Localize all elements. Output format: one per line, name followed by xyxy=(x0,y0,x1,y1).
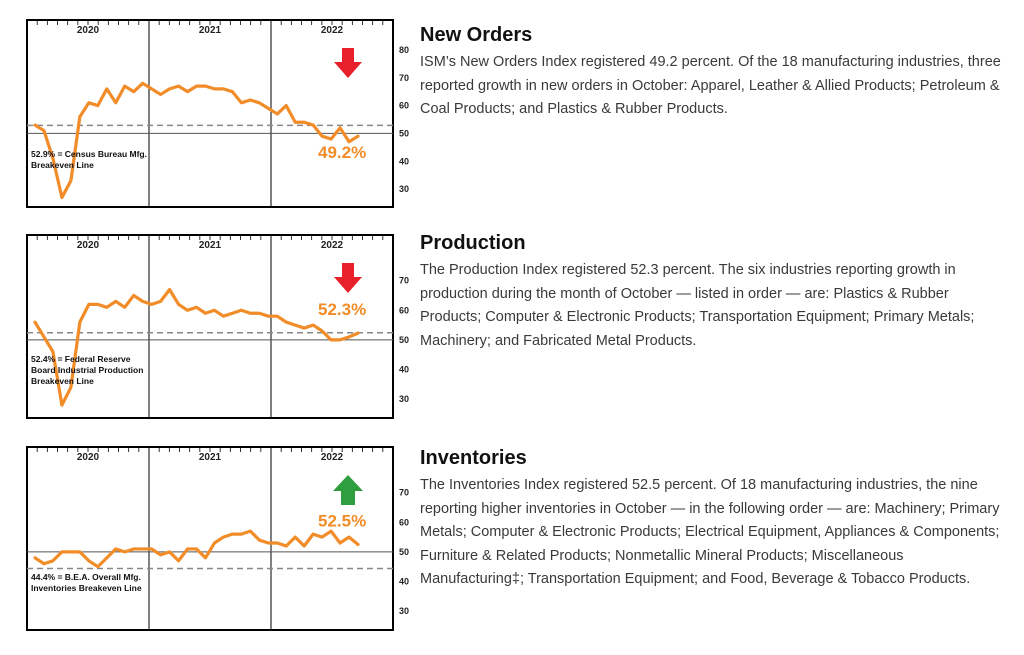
y-tick-label: 40 xyxy=(399,577,409,587)
y-tick-label: 70 xyxy=(399,276,409,286)
breakeven-note: Board Industrial Production xyxy=(31,365,143,375)
year-label: 2022 xyxy=(321,25,344,36)
production-text: Production The Production Index register… xyxy=(420,232,1010,353)
year-label: 2022 xyxy=(321,240,344,251)
y-tick-label: 60 xyxy=(399,101,409,111)
section-body: The Production Index registered 52.3 per… xyxy=(420,262,975,349)
section-body: The Inventories Index registered 52.5 pe… xyxy=(420,477,1000,587)
year-label: 2020 xyxy=(77,452,100,463)
breakeven-note: Breakeven Line xyxy=(31,160,94,170)
y-tick-label: 30 xyxy=(399,394,409,404)
inventories-chart: 2020 2021 2022 70 60 50 40 30 52.5% 44.4% = B.E.A… xyxy=(26,446,409,631)
y-tick-label: 30 xyxy=(399,184,409,194)
value-label: 49.2% xyxy=(318,143,366,162)
panel-production: 2020 2021 2022 70 60 50 40 30 52.3% 52.4% = Feder… xyxy=(0,212,1024,427)
y-tick-label: 50 xyxy=(399,547,409,557)
year-label: 2022 xyxy=(321,452,344,463)
down-arrow-icon xyxy=(334,48,362,78)
breakeven-note: Breakeven Line xyxy=(31,376,94,386)
production-chart: 2020 2021 2022 70 60 50 40 30 52.3% 52.4% = Feder… xyxy=(26,234,409,419)
value-label: 52.5% xyxy=(318,512,366,531)
y-tick-label: 70 xyxy=(399,488,409,498)
y-tick-label: 30 xyxy=(399,606,409,616)
down-arrow-icon xyxy=(334,263,362,293)
y-tick-label: 70 xyxy=(399,73,409,83)
section-body: ISM’s New Orders Index registered 49.2 p… xyxy=(420,54,1001,117)
year-label: 2020 xyxy=(77,240,100,251)
chart-frame xyxy=(26,234,394,419)
year-label: 2021 xyxy=(199,240,222,251)
breakeven-note: 52.4% = Federal Reserve xyxy=(31,354,131,364)
breakeven-note: Inventories Breakeven Line xyxy=(31,583,142,593)
y-tick-label: 40 xyxy=(399,365,409,375)
y-tick-label: 50 xyxy=(399,128,409,138)
year-label: 2020 xyxy=(77,25,100,36)
value-label: 52.3% xyxy=(318,300,366,319)
new-orders-chart: 2020 2021 2022 80 70 60 50 40 30 49.2% 52.9% = Cen… xyxy=(26,19,409,208)
series-line xyxy=(33,81,360,200)
breakeven-note: 44.4% = B.E.A. Overall Mfg. xyxy=(31,572,141,582)
up-arrow-icon xyxy=(333,475,363,505)
y-tick-label: 50 xyxy=(399,335,409,345)
panel-inventories: 2020 2021 2022 70 60 50 40 30 52.5% 44.4% = B.E.A… xyxy=(0,425,1024,640)
year-label: 2021 xyxy=(199,25,222,36)
year-label: 2021 xyxy=(199,452,222,463)
series-line xyxy=(33,287,360,407)
section-heading: Inventories xyxy=(420,447,527,469)
section-heading: Production xyxy=(420,232,526,254)
breakeven-note: 52.9% = Census Bureau Mfg. xyxy=(31,149,147,159)
new-orders-text: New Orders ISM’s New Orders Index regist… xyxy=(420,24,1010,122)
y-tick-label: 60 xyxy=(399,305,409,315)
panel-new-orders: 2020 2021 2022 80 70 60 50 40 30 49.2% 52.9% = Cen… xyxy=(0,0,1024,215)
y-tick-label: 80 xyxy=(399,45,409,55)
y-tick-label: 60 xyxy=(399,517,409,527)
section-heading: New Orders xyxy=(420,24,533,46)
y-tick-label: 40 xyxy=(399,156,409,166)
inventories-text: Inventories The Inventories Index regist… xyxy=(420,447,1010,592)
